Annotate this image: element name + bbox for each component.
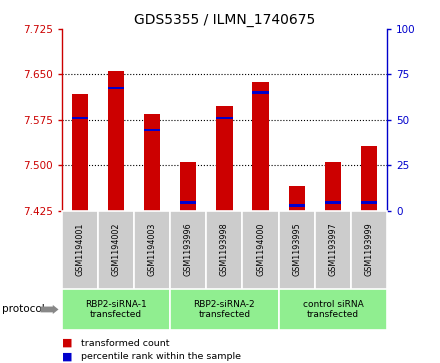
- Bar: [315, 211, 351, 289]
- Bar: [180, 162, 196, 211]
- Text: GSM1193995: GSM1193995: [292, 223, 301, 277]
- Bar: [108, 86, 124, 89]
- Bar: [180, 201, 196, 204]
- Bar: [325, 201, 341, 204]
- Text: ■: ■: [62, 338, 72, 348]
- Bar: [253, 91, 269, 94]
- Bar: [62, 211, 98, 289]
- Bar: [216, 117, 232, 119]
- Title: GDS5355 / ILMN_1740675: GDS5355 / ILMN_1740675: [134, 13, 315, 26]
- Text: GSM1193998: GSM1193998: [220, 223, 229, 276]
- Bar: [62, 289, 170, 330]
- Text: RBP2-siRNA-1
transfected: RBP2-siRNA-1 transfected: [85, 300, 147, 319]
- Text: GSM1193997: GSM1193997: [328, 223, 337, 277]
- Bar: [72, 94, 88, 211]
- Text: transformed count: transformed count: [81, 339, 170, 347]
- Bar: [108, 72, 124, 211]
- Bar: [289, 204, 305, 207]
- Bar: [216, 106, 232, 211]
- Text: GSM1194001: GSM1194001: [75, 223, 84, 276]
- Bar: [144, 129, 160, 131]
- Bar: [134, 211, 170, 289]
- Text: percentile rank within the sample: percentile rank within the sample: [81, 352, 242, 361]
- Bar: [170, 289, 279, 330]
- Bar: [279, 289, 387, 330]
- Bar: [170, 211, 206, 289]
- Bar: [289, 186, 305, 211]
- Bar: [72, 117, 88, 119]
- Text: protocol: protocol: [2, 305, 45, 314]
- Text: RBP2-siRNA-2
transfected: RBP2-siRNA-2 transfected: [194, 300, 255, 319]
- Bar: [144, 114, 160, 211]
- Text: GSM1193996: GSM1193996: [184, 223, 193, 276]
- Text: GSM1194002: GSM1194002: [111, 223, 121, 276]
- Bar: [242, 211, 279, 289]
- Bar: [361, 146, 377, 211]
- Bar: [361, 201, 377, 204]
- Text: ■: ■: [62, 352, 72, 362]
- Text: GSM1193999: GSM1193999: [365, 223, 374, 277]
- Bar: [253, 82, 269, 211]
- Bar: [325, 162, 341, 211]
- Text: GSM1194003: GSM1194003: [147, 223, 157, 276]
- Bar: [206, 211, 242, 289]
- Text: control siRNA
transfected: control siRNA transfected: [303, 300, 363, 319]
- Bar: [98, 211, 134, 289]
- Bar: [351, 211, 387, 289]
- Bar: [279, 211, 315, 289]
- Text: GSM1194000: GSM1194000: [256, 223, 265, 276]
